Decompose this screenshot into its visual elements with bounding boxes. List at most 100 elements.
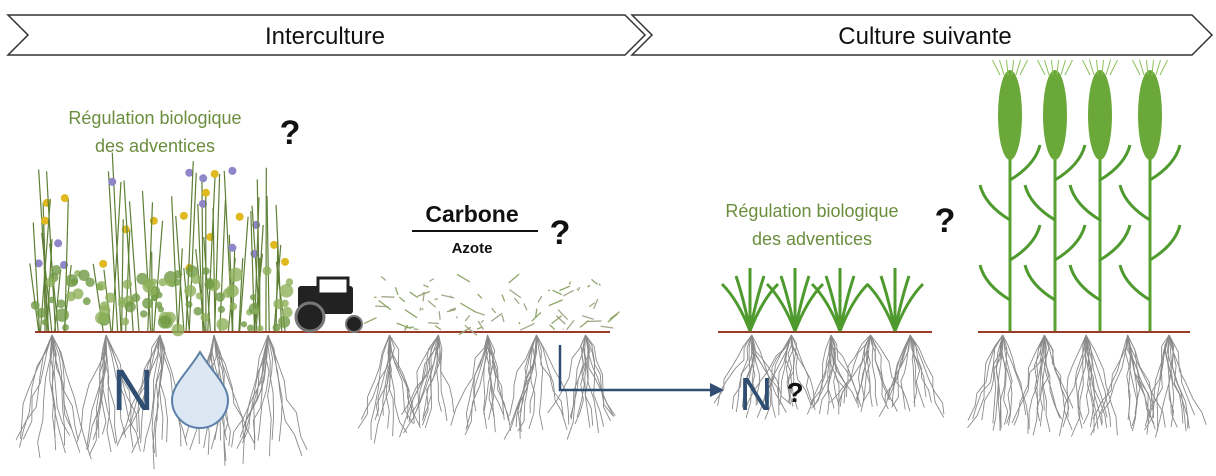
residue xyxy=(576,288,580,292)
stem xyxy=(239,216,249,332)
root xyxy=(385,334,390,429)
root xyxy=(1156,334,1170,432)
residue xyxy=(427,300,437,308)
foliage xyxy=(165,277,175,287)
root xyxy=(1144,334,1170,427)
root xyxy=(1085,334,1108,418)
foliage xyxy=(278,315,291,328)
root xyxy=(889,334,911,397)
nitrogen-symbol: N xyxy=(112,358,154,423)
root xyxy=(517,334,537,432)
illustration xyxy=(15,59,1207,470)
root xyxy=(438,334,448,422)
root xyxy=(742,334,753,401)
awn xyxy=(1051,59,1054,76)
root xyxy=(401,334,439,415)
residue xyxy=(363,317,377,325)
stem xyxy=(266,196,270,332)
root xyxy=(1085,334,1118,436)
foliage xyxy=(151,294,158,302)
root xyxy=(131,334,161,454)
root xyxy=(242,334,269,464)
root xyxy=(536,334,568,430)
awn xyxy=(1139,59,1145,76)
root xyxy=(143,334,161,452)
foliage xyxy=(256,325,264,332)
stem xyxy=(111,181,122,332)
root xyxy=(713,334,753,404)
foliage xyxy=(281,306,293,318)
awn xyxy=(1056,59,1059,76)
root xyxy=(855,334,871,400)
stem xyxy=(128,201,140,332)
root xyxy=(357,334,390,429)
awn xyxy=(1105,59,1111,76)
residue xyxy=(501,314,505,323)
foliage xyxy=(281,299,289,308)
residue xyxy=(513,297,520,305)
flower xyxy=(121,225,130,234)
stem xyxy=(141,190,152,332)
awn xyxy=(1146,59,1149,76)
leaf xyxy=(1023,264,1056,302)
label: Régulation biologique xyxy=(68,108,241,128)
root xyxy=(370,334,390,440)
root xyxy=(909,334,932,403)
leaf xyxy=(1009,224,1042,262)
leaf xyxy=(793,282,825,332)
root xyxy=(267,334,283,442)
root xyxy=(422,334,441,421)
root xyxy=(22,334,53,440)
flower xyxy=(179,211,188,220)
residue xyxy=(548,299,563,307)
root xyxy=(570,334,586,420)
root xyxy=(576,334,591,418)
residue xyxy=(465,325,478,336)
root xyxy=(760,334,792,408)
foliage xyxy=(158,278,167,287)
root xyxy=(585,334,612,422)
flower xyxy=(41,216,50,225)
foliage xyxy=(105,292,116,303)
root xyxy=(811,334,832,409)
foliage xyxy=(215,292,225,302)
root xyxy=(735,334,753,412)
foliage xyxy=(41,319,49,326)
phase-arrow xyxy=(6,14,647,56)
residue xyxy=(607,313,618,323)
leaf xyxy=(838,282,870,332)
residue xyxy=(464,314,471,322)
root xyxy=(1000,334,1006,429)
flower xyxy=(228,166,237,175)
root xyxy=(909,334,918,403)
root xyxy=(1127,334,1154,411)
root xyxy=(1085,334,1108,428)
residue xyxy=(552,289,563,296)
foliage xyxy=(95,311,108,325)
root xyxy=(529,334,537,414)
awn xyxy=(999,59,1005,76)
root xyxy=(1168,334,1207,425)
root xyxy=(76,334,107,443)
residue xyxy=(409,291,418,299)
root xyxy=(51,334,92,460)
residue xyxy=(434,325,442,331)
root xyxy=(830,334,858,404)
residue xyxy=(588,302,596,308)
root xyxy=(1085,334,1112,427)
root xyxy=(373,334,391,444)
awn xyxy=(1109,59,1118,76)
root xyxy=(267,334,303,456)
phase-label: Culture suivante xyxy=(838,23,1011,50)
root xyxy=(862,334,872,402)
awn xyxy=(1006,59,1009,76)
residue xyxy=(586,320,602,323)
foliage xyxy=(262,266,272,276)
awn xyxy=(1015,59,1021,76)
foliage xyxy=(240,321,248,328)
awn xyxy=(1155,59,1161,76)
residue xyxy=(509,289,522,299)
awn xyxy=(1101,59,1104,76)
stem xyxy=(183,268,190,332)
